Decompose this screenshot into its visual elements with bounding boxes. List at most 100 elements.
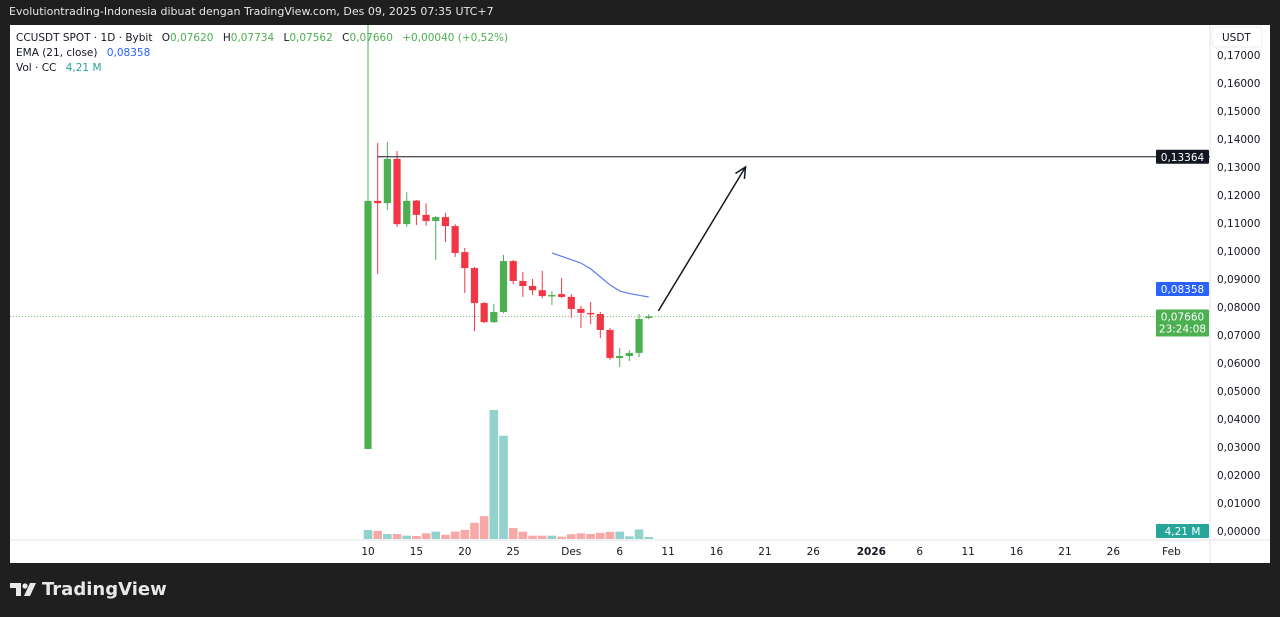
candle-body[interactable] [509, 261, 517, 281]
candle-body[interactable] [470, 268, 479, 304]
candle-body[interactable] [422, 214, 430, 222]
candle-body[interactable] [451, 226, 459, 253]
ema-label: EMA (21, close) [16, 47, 98, 59]
price-tick-label: 0,05000 [1217, 386, 1260, 398]
ema-value: 0,08358 [106, 47, 151, 59]
volume-row[interactable]: Vol · CC 4,21 M [16, 61, 508, 76]
volume-badge [1156, 524, 1209, 538]
time-tick-label: 21 [1058, 546, 1071, 558]
candle-body[interactable] [480, 303, 488, 323]
time-tick-label: 11 [661, 546, 674, 558]
time-tick-label: 15 [410, 546, 423, 558]
volume-value: 4,21 M [65, 62, 102, 74]
price-tick-label: 0,17000 [1217, 50, 1260, 62]
time-tick-label: 10 [361, 546, 374, 558]
time-tick-label: Des [561, 546, 581, 558]
price-tick-label: 0,12000 [1217, 190, 1260, 202]
hline-price-badge-text: 0,13364 [1161, 152, 1205, 164]
candle-body[interactable] [645, 316, 653, 319]
price-tick-label: 0,11000 [1217, 218, 1260, 230]
high-value: 0,07734 [230, 32, 275, 44]
candle-body[interactable] [412, 200, 420, 215]
volume-bar [566, 534, 576, 539]
candle-body[interactable] [461, 252, 469, 269]
price-tick-label: 0,09000 [1217, 274, 1260, 286]
trend-arrow[interactable] [657, 166, 747, 312]
volume-bar [576, 533, 586, 539]
time-tick-label: 6 [916, 546, 923, 558]
price-tick-label: 0,03000 [1217, 442, 1260, 454]
volume-bar [383, 534, 392, 539]
open-label: O [161, 32, 171, 44]
volume-bar [431, 531, 441, 539]
candle-body[interactable] [499, 261, 508, 313]
close-label: C [342, 32, 350, 44]
time-tick-label: Feb [1162, 546, 1181, 558]
candle-body[interactable] [616, 356, 624, 358]
symbol-label[interactable]: CCUSDT SPOT · 1D · Bybit [16, 32, 153, 44]
volume-bar [373, 530, 382, 539]
volume-bar [412, 536, 421, 539]
change-value: +0,00040 (+0,52%) [402, 32, 509, 44]
volume-bar [586, 534, 595, 539]
volume-bar [537, 535, 547, 539]
candle-body[interactable] [403, 200, 411, 225]
price-tick-label: 0,13000 [1217, 162, 1260, 174]
tradingview-logo: TradingView [10, 579, 167, 600]
candle-body[interactable] [528, 286, 537, 291]
candle-body[interactable] [441, 217, 450, 227]
candle-body[interactable] [606, 329, 614, 358]
candle-body[interactable] [587, 312, 595, 315]
candle-body[interactable] [519, 280, 527, 286]
time-tick-label: 21 [758, 546, 771, 558]
candle-body[interactable] [538, 290, 546, 297]
candle-body[interactable] [364, 200, 372, 449]
volume-bar [460, 529, 470, 539]
candle-body[interactable] [490, 312, 498, 323]
ema-row[interactable]: EMA (21, close) 0,08358 [16, 46, 508, 61]
time-tick-label: 26 [807, 546, 821, 558]
close-value: 0,07660 [349, 32, 393, 44]
ema-price-badge [1156, 281, 1209, 296]
currency-button[interactable] [1211, 26, 1263, 48]
price-tick-label: 0,06000 [1217, 358, 1260, 370]
volume-bar [402, 535, 412, 539]
candle-body[interactable] [393, 158, 401, 225]
volume-label: Vol · CC [16, 62, 57, 74]
time-tick-label: 26 [1107, 546, 1121, 558]
volume-bar [489, 410, 499, 539]
candle-body[interactable] [432, 217, 440, 222]
volume-bar [615, 531, 624, 539]
volume-bar [421, 533, 431, 539]
price-tick-label: 0,14000 [1217, 134, 1260, 146]
candle-body[interactable] [625, 352, 633, 356]
currency-label: USDT [1222, 32, 1251, 44]
price-tick-label: 0,07000 [1217, 330, 1260, 342]
low-value: 0,07562 [289, 32, 333, 44]
candle-body[interactable] [635, 319, 643, 353]
volume-bar [605, 531, 615, 539]
last-price-badge-text: 23:24:08 [1159, 324, 1206, 336]
candle-body[interactable] [374, 200, 382, 204]
chart-panel[interactable] [10, 25, 1270, 563]
volume-bar [508, 528, 518, 539]
volume-bar [441, 534, 450, 539]
volume-badge-text: 4,21 M [1165, 526, 1201, 538]
chart-title: Evolutiontrading-Indonesia dibuat dengan… [9, 5, 494, 18]
candle-body[interactable] [548, 294, 556, 297]
candle-body[interactable] [596, 314, 604, 330]
ema-line[interactable] [551, 252, 649, 298]
candle-body[interactable] [577, 308, 585, 313]
time-tick-label: 20 [458, 546, 471, 558]
candle-body[interactable] [558, 294, 566, 297]
candle-body[interactable] [567, 296, 575, 309]
tradingview-logo-icon [10, 582, 36, 596]
volume-bar [528, 535, 537, 539]
candle-body[interactable] [383, 158, 391, 204]
volume-bar [547, 535, 557, 539]
time-tick-label: 2026 [857, 546, 886, 558]
ema-price-badge-text: 0,08358 [1161, 284, 1204, 296]
volume-bar [499, 435, 508, 539]
hline-price-badge [1156, 149, 1209, 164]
